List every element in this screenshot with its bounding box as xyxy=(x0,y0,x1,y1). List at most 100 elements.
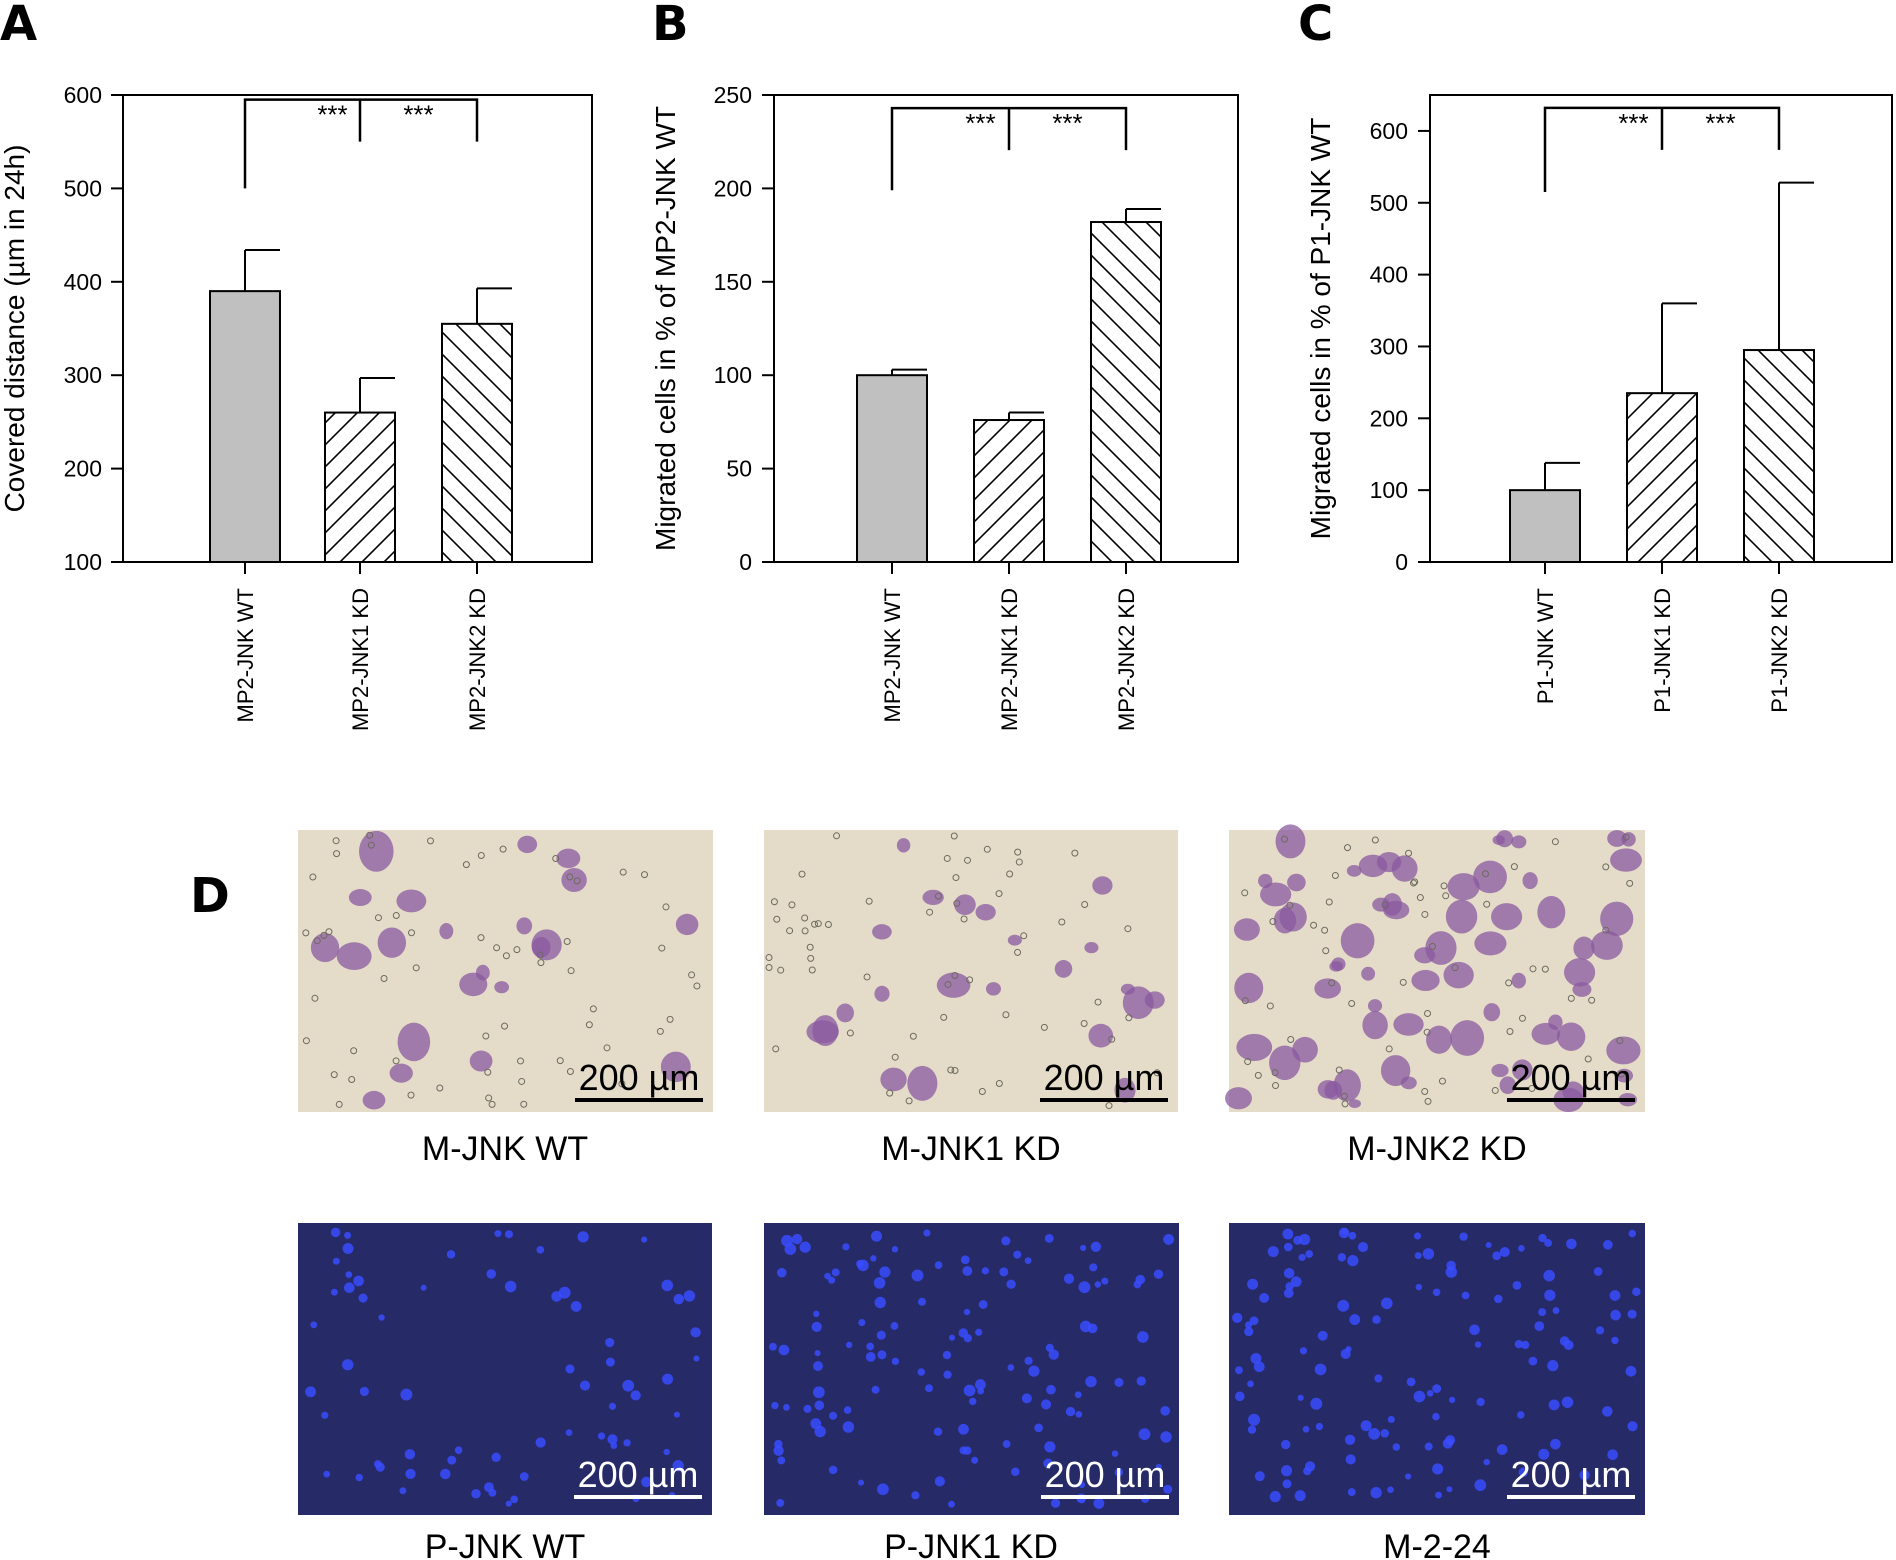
nucleus-dot xyxy=(1347,1255,1359,1267)
pore xyxy=(808,966,816,974)
nucleus-dot xyxy=(943,1370,952,1379)
nucleus-dot xyxy=(831,1268,840,1277)
pore xyxy=(951,972,959,980)
nucleus-dot xyxy=(1298,1253,1306,1262)
nucleus-dot xyxy=(1422,1248,1435,1260)
pore xyxy=(573,877,581,885)
nucleus-dot xyxy=(1034,1423,1043,1433)
pore xyxy=(1348,999,1356,1007)
pore xyxy=(1424,1097,1432,1105)
nucleus-dot xyxy=(891,1357,900,1366)
pore xyxy=(1442,892,1450,900)
pore xyxy=(585,1021,593,1029)
pore xyxy=(309,873,317,881)
nucleus-dot xyxy=(1281,1465,1293,1477)
nucleus-dot xyxy=(1360,1420,1372,1432)
nucleus-dot xyxy=(1628,1229,1637,1238)
pore xyxy=(1014,948,1022,956)
cell-blob xyxy=(1329,961,1343,972)
y-tick-label: 400 xyxy=(64,269,102,295)
nucleus-dot xyxy=(1163,1233,1175,1245)
nucleus-dot xyxy=(911,1491,920,1500)
cell-blob xyxy=(1361,966,1376,981)
nucleus-dot xyxy=(446,1250,456,1259)
nucleus-dot xyxy=(911,1269,924,1282)
nucleus-dot xyxy=(1249,1316,1259,1326)
cell-blob xyxy=(1512,1059,1533,1081)
cell-blob xyxy=(310,933,340,963)
nucleus-dot xyxy=(1370,1487,1382,1499)
pore xyxy=(1440,882,1448,890)
nucleus-dot xyxy=(1078,1481,1086,1489)
nucleus-dot xyxy=(1299,1347,1308,1355)
category-label: MP2-JNK1 KD xyxy=(997,588,1022,731)
cell-blob xyxy=(1279,902,1307,932)
nucleus-dot xyxy=(824,1272,831,1280)
nucleus-dot xyxy=(1314,1363,1327,1376)
pore xyxy=(367,841,375,849)
nucleus-dot xyxy=(1074,1391,1082,1399)
nucleus-dot xyxy=(486,1269,497,1279)
category-label: MP2-JNK2 KD xyxy=(465,588,490,731)
micrograph: 200 µm xyxy=(1225,824,1645,1113)
bar xyxy=(1509,489,1581,563)
micrograph-background xyxy=(764,830,1178,1112)
pore xyxy=(518,1077,526,1085)
pore xyxy=(589,1005,597,1013)
nucleus-dot xyxy=(641,1476,652,1488)
nucleus-dot xyxy=(842,1421,855,1433)
pore xyxy=(1058,918,1066,926)
nucleus-dot xyxy=(405,1468,416,1480)
pore xyxy=(1015,858,1023,866)
pore xyxy=(1491,1086,1499,1094)
nucleus-dot xyxy=(828,1411,838,1420)
nucleus-dot xyxy=(323,1470,331,1478)
cell-blob xyxy=(1491,903,1523,931)
cell-blob xyxy=(494,981,510,994)
nucleus-dot xyxy=(1093,1497,1105,1509)
pore xyxy=(488,1100,496,1108)
pore xyxy=(407,1091,415,1099)
cell-blob xyxy=(1400,1076,1417,1090)
pore xyxy=(995,1080,1003,1088)
nucleus-dot xyxy=(773,1445,784,1456)
nucleus-dot xyxy=(1045,1343,1054,1352)
pore xyxy=(1438,1077,1446,1085)
nucleus-dot xyxy=(1089,1263,1098,1272)
pore xyxy=(1020,932,1028,940)
nucleus-dot xyxy=(641,1236,648,1243)
nucleus-dot xyxy=(504,1280,517,1293)
nucleus-dot xyxy=(1544,1239,1553,1247)
pore xyxy=(788,901,796,909)
y-tick-label: 300 xyxy=(64,362,102,388)
cell-blob xyxy=(1348,1099,1361,1109)
nucleus-dot xyxy=(1337,1299,1350,1312)
nucleus-dot xyxy=(420,1284,427,1291)
micrograph: 200 µm xyxy=(298,830,713,1112)
nucleus-dot xyxy=(491,1452,501,1462)
pore xyxy=(493,944,501,952)
pore xyxy=(1482,870,1490,878)
nucleus-dot xyxy=(1579,1469,1590,1481)
cell-blob xyxy=(1007,934,1022,946)
nucleus-dot xyxy=(1160,1431,1172,1443)
nucleus-dot xyxy=(1521,1340,1530,1350)
pore xyxy=(1266,1002,1274,1010)
pore xyxy=(1071,849,1079,857)
cell-blob xyxy=(531,929,562,961)
nucleus-dot xyxy=(683,1290,696,1302)
pore xyxy=(960,915,968,923)
nucleus-dot xyxy=(799,1241,811,1253)
cell-blob xyxy=(1564,958,1596,987)
nucleus-dot xyxy=(519,1472,529,1481)
nucleus-dot xyxy=(1253,1361,1265,1373)
nucleus-dot xyxy=(977,1387,985,1395)
cell-blob xyxy=(1269,1045,1301,1081)
nucleus-dot xyxy=(858,1479,865,1486)
nucleus-dot xyxy=(1024,1257,1032,1265)
cell-blob xyxy=(1317,1080,1339,1099)
nucleus-dot xyxy=(890,1322,899,1330)
nucleus-dot xyxy=(597,1432,606,1440)
y-tick-label: 50 xyxy=(726,456,752,482)
cell-blob xyxy=(1499,1076,1516,1095)
